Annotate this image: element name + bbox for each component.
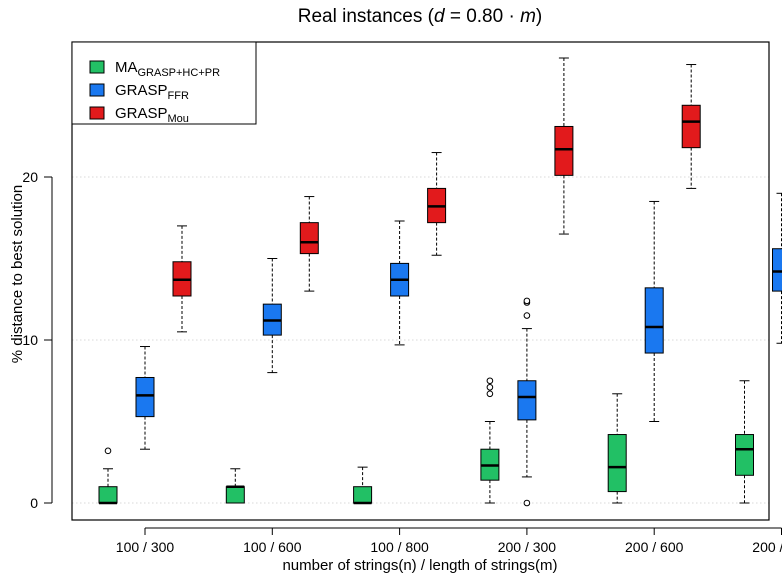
plot-border: [71, 41, 770, 521]
outlier-point: [523, 312, 531, 319]
legend-label: GRASPFFR: [115, 82, 189, 102]
chart-title: Real instances (d = 0.80 · m): [298, 6, 543, 27]
box-0-1: [225, 468, 245, 504]
outlier-point: [486, 383, 494, 391]
box-1-0: [135, 346, 155, 450]
legend-swatch: [89, 83, 105, 97]
box-body: [644, 287, 664, 354]
x-tick-label: 100 / 600: [243, 539, 302, 555]
x-tick-label: 200 / 300: [498, 539, 557, 555]
outlier-point: [523, 499, 531, 507]
box-body: [772, 248, 782, 292]
box-2-2: [427, 152, 447, 256]
box-body: [135, 376, 155, 418]
grid-lines: [72, 176, 769, 504]
box-1-5: [772, 192, 782, 344]
legend: MAGRASP+HC+PR GRASPFFR GRASPMou: [71, 41, 257, 125]
box-1-4: [644, 200, 664, 422]
box-body: [735, 434, 754, 476]
box-body: [299, 222, 319, 255]
legend-swatch: [89, 106, 105, 120]
box-body: [353, 486, 373, 504]
x-tick-label: 100 / 800: [370, 539, 429, 555]
legend-swatch: [89, 60, 105, 74]
y-tick-label: 0: [30, 495, 38, 511]
box-body: [517, 380, 537, 421]
y-tick-label: 10: [22, 332, 38, 348]
box-series: [98, 57, 782, 507]
box-body: [607, 434, 627, 493]
box-body: [225, 486, 245, 504]
box-body: [98, 486, 118, 504]
x-axis: 100 / 300 100 / 600 100 / 800 200 / 300 200 …: [116, 527, 782, 555]
legend-label: GRASPMou: [115, 105, 189, 125]
legend-label: MAGRASP+HC+PR: [115, 59, 220, 79]
outlier-point: [486, 390, 494, 398]
box-1-2: [390, 220, 410, 346]
y-tick-label: 20: [22, 169, 38, 185]
box-1-1: [262, 258, 282, 374]
box-0-5: [735, 380, 754, 504]
x-tick-label: 100 / 300: [116, 539, 175, 555]
box-0-2: [353, 466, 373, 505]
outlier-point: [523, 297, 531, 305]
y-axis: 0 10 20: [22, 169, 53, 511]
outlier-point: [486, 377, 494, 385]
x-axis-label: number of strings(n) / length of strings…: [282, 557, 557, 574]
box-0-0: [98, 447, 118, 505]
box-2-3: [554, 57, 574, 235]
x-tick-label: 200 / 800: [752, 539, 782, 555]
x-tick-label: 200 / 600: [625, 539, 684, 555]
box-1-3: [517, 297, 537, 507]
box-body: [681, 104, 701, 149]
box-body: [554, 125, 574, 176]
box-0-3: [480, 377, 500, 504]
box-2-4: [681, 64, 701, 189]
box-2-0: [172, 225, 192, 333]
box-2-1: [299, 196, 319, 292]
y-axis-label: % distance to best solution: [9, 185, 26, 363]
outlier-point: [104, 447, 112, 455]
box-0-4: [607, 393, 627, 504]
